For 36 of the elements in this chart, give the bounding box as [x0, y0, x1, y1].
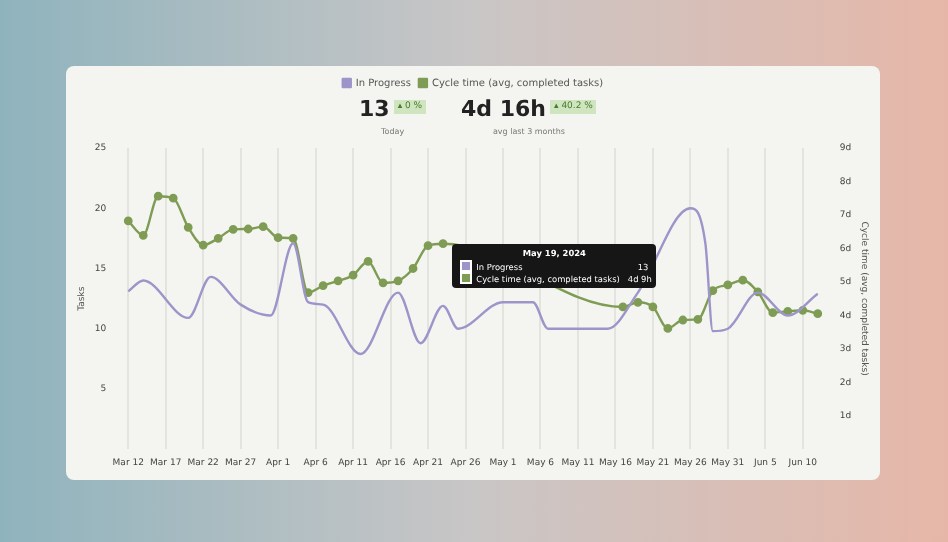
point — [273, 233, 283, 243]
point — [183, 222, 193, 232]
point — [198, 240, 208, 250]
point — [138, 230, 148, 240]
text: 4d 16h — [461, 96, 546, 122]
point — [213, 233, 223, 243]
point — [708, 286, 718, 295]
point — [738, 275, 748, 285]
point — [333, 276, 343, 286]
point — [813, 309, 823, 319]
point — [423, 241, 433, 251]
point — [678, 315, 688, 325]
point — [363, 257, 373, 266]
point — [153, 191, 163, 201]
point — [783, 306, 793, 316]
point — [633, 297, 643, 307]
point — [618, 302, 628, 312]
point — [393, 276, 403, 286]
text: 13 — [359, 96, 390, 122]
point — [408, 264, 418, 273]
point — [258, 222, 268, 232]
point — [168, 193, 178, 203]
point — [123, 216, 133, 226]
point — [378, 278, 388, 288]
point — [438, 239, 448, 249]
point — [288, 233, 298, 243]
line-series — [127, 207, 819, 356]
point — [693, 314, 703, 324]
point — [768, 308, 778, 318]
point — [318, 281, 328, 290]
point — [723, 280, 733, 290]
point — [243, 224, 253, 234]
point — [348, 270, 358, 280]
point — [648, 302, 658, 312]
point — [228, 224, 238, 234]
point — [663, 323, 673, 333]
